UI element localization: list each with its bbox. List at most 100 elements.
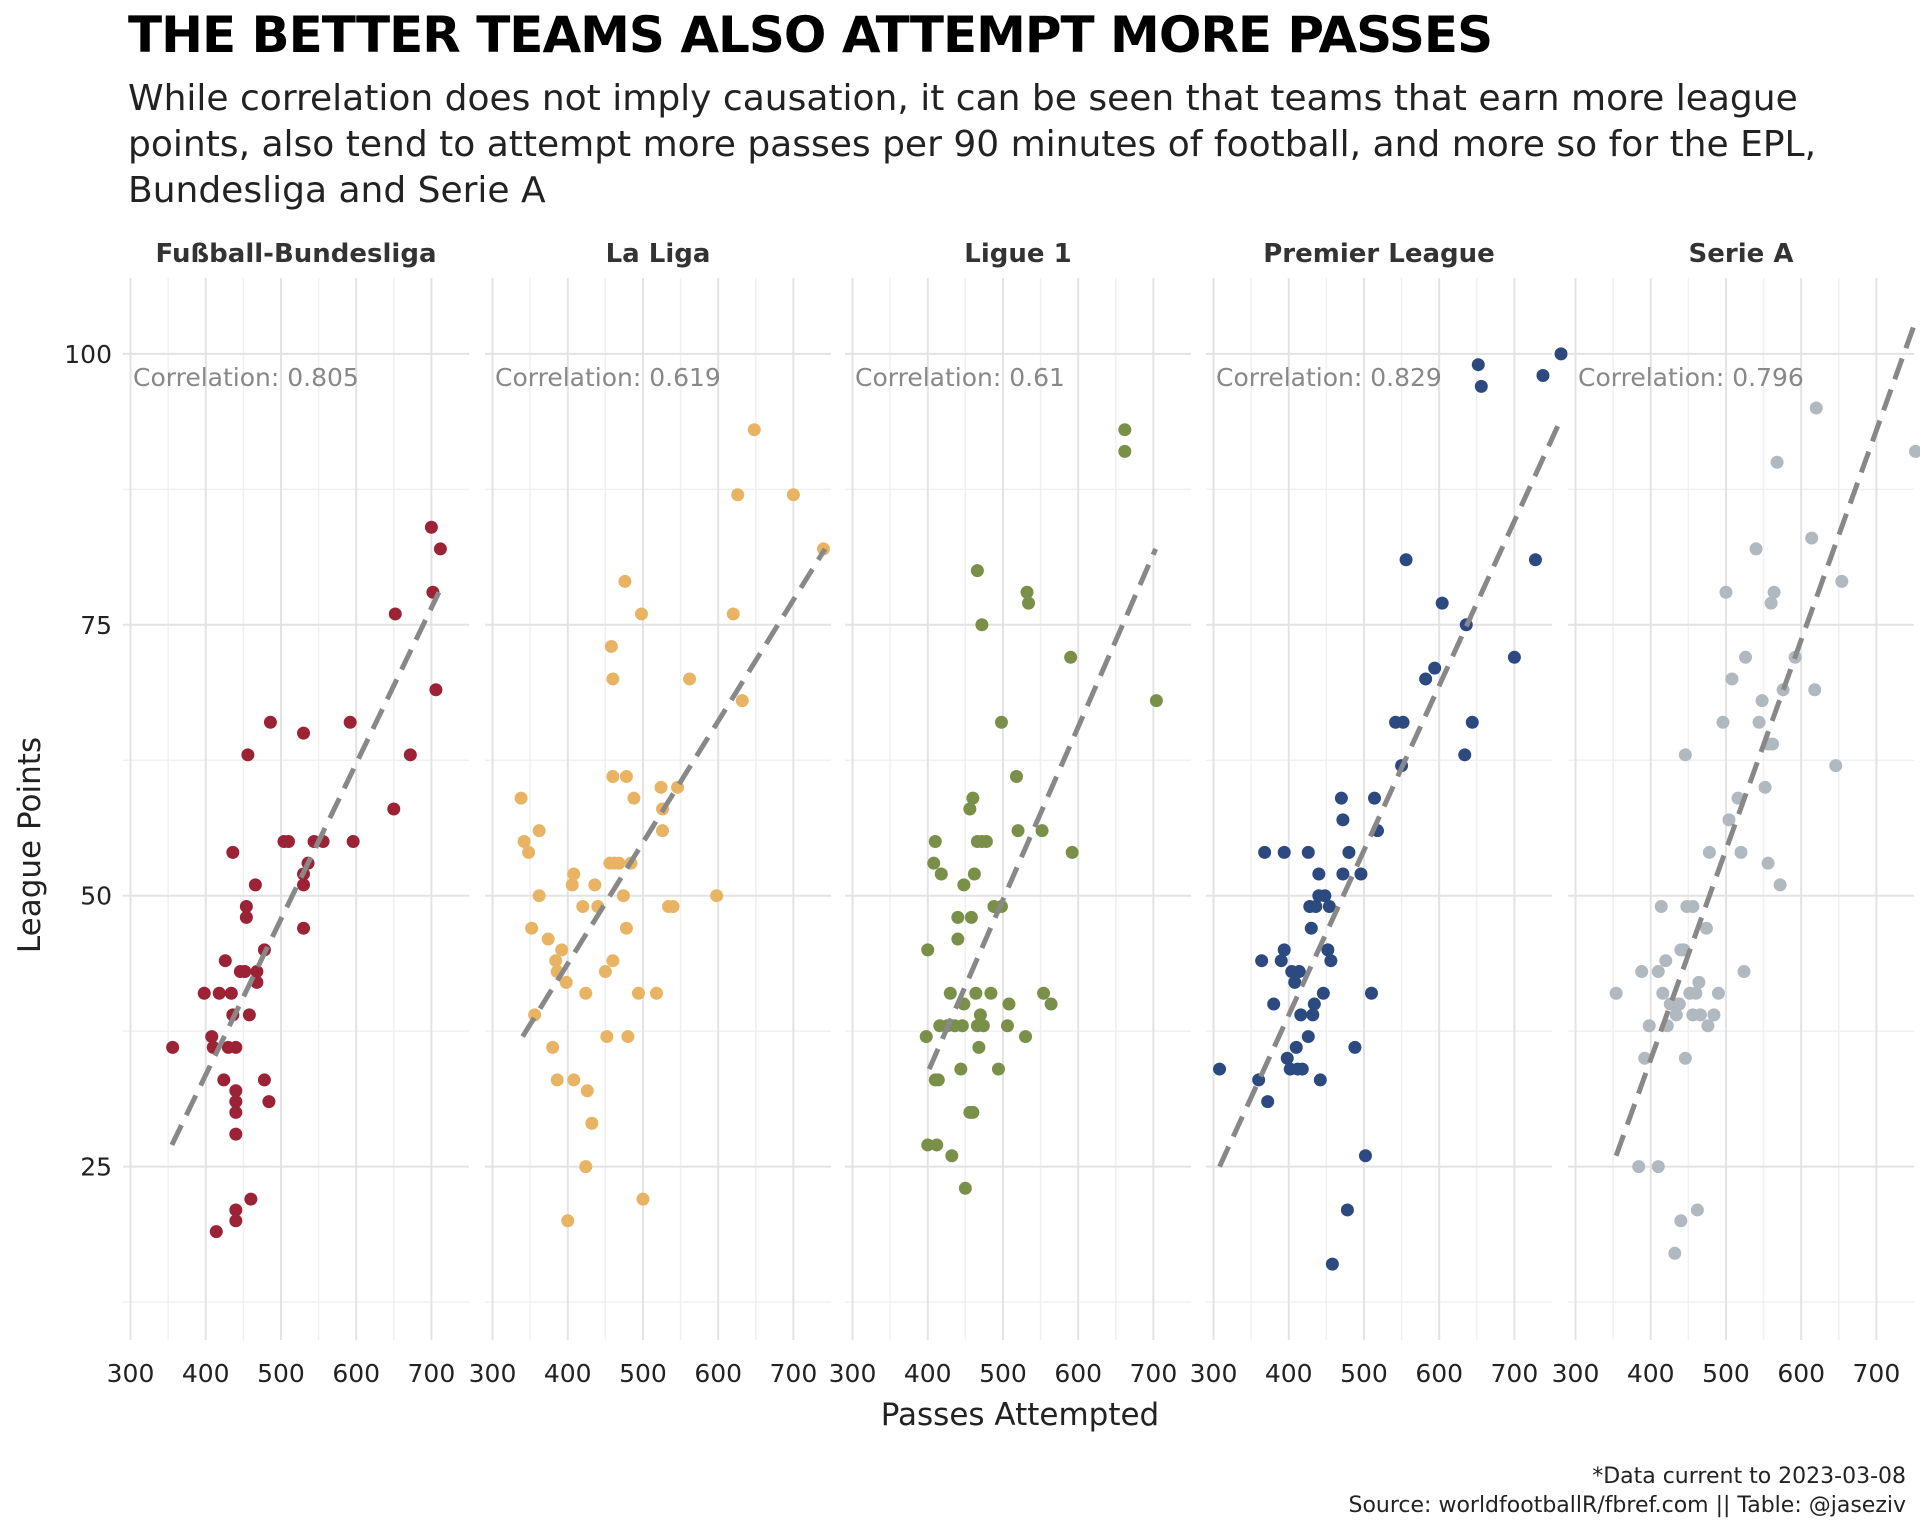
- x-tick-label: 500: [979, 1359, 1027, 1388]
- data-point: [1693, 1008, 1707, 1022]
- data-point: [1292, 965, 1306, 979]
- x-tick-label: 400: [904, 1359, 952, 1388]
- data-point: [1686, 900, 1700, 914]
- data-point: [218, 954, 232, 968]
- data-point: [1465, 715, 1479, 729]
- correlation-label: Correlation: 0.805: [133, 363, 359, 392]
- correlation-label: Correlation: 0.619: [495, 363, 721, 392]
- chart-subtitle: While correlation does not imply causati…: [128, 78, 1817, 211]
- data-point: [1020, 585, 1034, 599]
- x-axis-title: Passes Attempted: [881, 1397, 1160, 1433]
- data-point: [1396, 715, 1410, 729]
- data-point: [1770, 455, 1784, 469]
- data-point: [197, 986, 211, 1000]
- data-point: [514, 791, 528, 805]
- data-point: [1701, 1019, 1715, 1033]
- x-tick-label: 300: [469, 1359, 517, 1388]
- data-point: [297, 878, 311, 892]
- data-point: [241, 748, 255, 762]
- data-point: [970, 564, 984, 578]
- y-axis-title: League Points: [12, 737, 48, 953]
- source-credit: Source: worldfootballR/fbref.com || Tabl…: [1348, 1493, 1906, 1518]
- data-point: [964, 910, 978, 924]
- data-point: [1037, 986, 1051, 1000]
- data-point: [919, 1030, 933, 1044]
- data-point: [242, 1008, 256, 1022]
- data-point: [403, 748, 417, 762]
- panel-fu-ball-bundesliga: Fußball-Bundesliga 300 400 500 600 700 Correla…: [107, 239, 469, 1388]
- data-point: [239, 900, 253, 914]
- data-point: [567, 1073, 581, 1087]
- data-point: [606, 769, 620, 783]
- correlation-label: Correlation: 0.61: [855, 363, 1065, 392]
- data-point: [654, 780, 668, 794]
- data-point: [346, 835, 360, 849]
- data-point: [567, 867, 581, 881]
- data-point: [1324, 954, 1338, 968]
- data-point: [786, 488, 800, 502]
- data-point: [735, 694, 749, 708]
- data-point: [1011, 824, 1025, 838]
- x-tick-label: 300: [829, 1359, 877, 1388]
- data-point: [943, 986, 957, 1000]
- data-point: [1674, 1214, 1688, 1228]
- data-point: [549, 954, 563, 968]
- data-point: [1306, 1008, 1320, 1022]
- data-point: [532, 824, 546, 838]
- data-point: [229, 1084, 243, 1098]
- data-point: [1707, 1008, 1721, 1022]
- data-point: [226, 845, 240, 859]
- data-point: [250, 965, 264, 979]
- data-point: [205, 1030, 219, 1044]
- x-tick-label: 400: [544, 1359, 592, 1388]
- data-point: [244, 1192, 258, 1206]
- data-point: [612, 856, 626, 870]
- data-point: [1835, 574, 1849, 588]
- x-tick-label: 700: [1491, 1359, 1539, 1388]
- x-tick-label: 500: [257, 1359, 305, 1388]
- data-point: [973, 1008, 987, 1022]
- data-point: [209, 1225, 223, 1239]
- data-point: [972, 1040, 986, 1054]
- data-point: [921, 1138, 935, 1152]
- data-point: [387, 802, 401, 816]
- data-point: [1340, 1203, 1354, 1217]
- data-point: [1325, 1257, 1339, 1271]
- data-point: [966, 791, 980, 805]
- data-point: [1761, 856, 1775, 870]
- data-point: [229, 1214, 243, 1228]
- data-point: [561, 1214, 575, 1228]
- data-point: [229, 1127, 243, 1141]
- data-point: [1280, 1051, 1294, 1065]
- data-point: [1668, 1246, 1682, 1260]
- data-point: [606, 672, 620, 686]
- facet-title: Ligue 1: [964, 239, 1071, 269]
- data-point: [619, 769, 633, 783]
- data-point: [631, 986, 645, 1000]
- data-point: [1316, 986, 1330, 1000]
- data-point: [1277, 845, 1291, 859]
- data-point: [636, 1192, 650, 1206]
- data-point: [955, 1019, 969, 1033]
- data-point: [1725, 672, 1739, 686]
- data-point: [1678, 1051, 1692, 1065]
- data-point: [1313, 1073, 1327, 1087]
- data-point: [958, 1181, 972, 1195]
- data-point: [229, 1095, 243, 1109]
- data-point: [1301, 1030, 1315, 1044]
- data-point: [1009, 769, 1023, 783]
- data-point: [1471, 358, 1485, 372]
- data-point: [954, 1062, 968, 1076]
- data-point: [1632, 1160, 1646, 1174]
- data-point: [1749, 542, 1763, 556]
- data-point: [1301, 845, 1315, 859]
- data-point: [1536, 369, 1550, 383]
- data-point: [976, 1019, 990, 1033]
- data-point: [1642, 1019, 1656, 1033]
- data-point: [229, 1105, 243, 1119]
- data-point: [555, 943, 569, 957]
- data-point: [1458, 748, 1472, 762]
- data-point: [166, 1040, 180, 1054]
- data-point: [580, 1084, 594, 1098]
- data-point: [263, 715, 277, 729]
